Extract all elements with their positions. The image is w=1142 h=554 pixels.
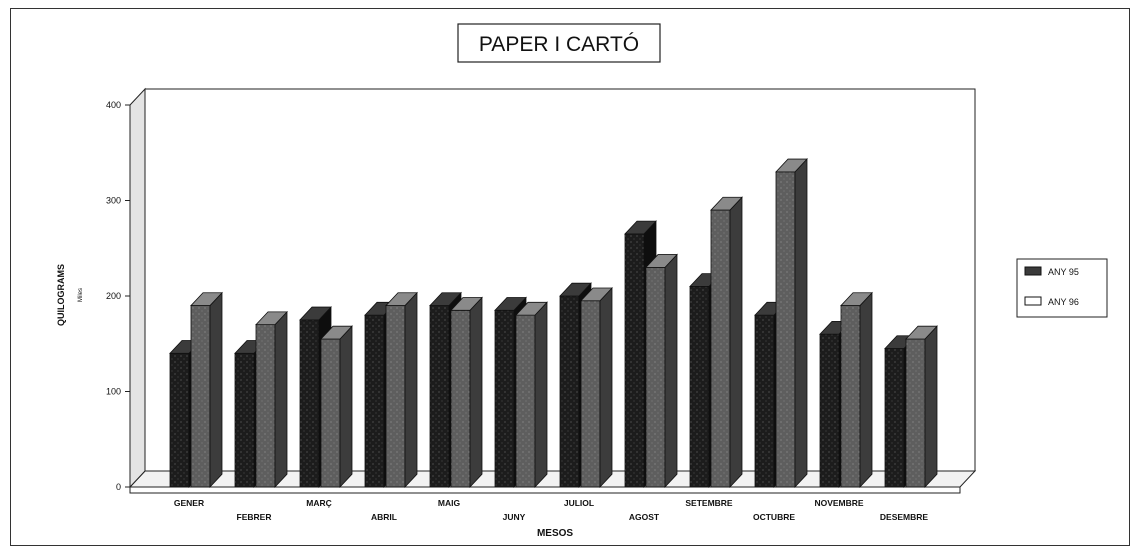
legend-label-any95: ANY 95	[1048, 267, 1079, 277]
bar-texture	[776, 171, 795, 487]
bar-texture	[560, 296, 579, 487]
legend-swatch-any95	[1024, 266, 1042, 276]
y-axis: 0 100 200 300 400	[106, 100, 131, 492]
bar-texture	[451, 310, 470, 487]
bar-texture	[646, 267, 665, 487]
bar-top	[624, 220, 657, 235]
bar-side	[274, 310, 288, 489]
bar-texture	[885, 348, 904, 487]
x-tick-label: ABRIL	[371, 512, 397, 522]
chart-frame	[10, 8, 1130, 546]
bar-side	[339, 325, 353, 489]
bar-side	[534, 301, 548, 489]
y-tick-label: 0	[116, 482, 121, 492]
bar-texture	[191, 305, 210, 487]
bar-top	[255, 311, 288, 326]
legend-swatch-any96	[1024, 296, 1042, 306]
legend-label-any96: ANY 96	[1048, 297, 1079, 307]
y-tick-label: 100	[106, 387, 121, 397]
bar-side	[469, 296, 483, 489]
bar-texture	[690, 286, 709, 487]
bar-texture	[841, 305, 860, 487]
bar-top	[320, 325, 353, 340]
bar-side	[794, 158, 808, 489]
x-axis-title: MESOS	[537, 528, 573, 539]
bar-any96-desembre	[905, 325, 938, 489]
bar-texture	[820, 334, 839, 487]
x-tick-label: JULIOL	[564, 498, 594, 508]
y-tick-label: 200	[106, 291, 121, 301]
bar-top	[450, 297, 483, 311]
bar-top	[559, 282, 592, 297]
bar-any96-setembre	[710, 196, 743, 489]
bar-texture	[711, 210, 730, 488]
bar-texture	[516, 315, 535, 487]
y-axis-title: QUILOGRAMS	[56, 264, 66, 326]
y-axis-subtitle: Miles	[78, 288, 84, 302]
y-tick-label: 400	[106, 100, 121, 110]
bar-any96-agost	[645, 253, 678, 489]
bar-top	[580, 287, 613, 302]
legend: ANY 95 ANY 96	[1016, 258, 1108, 318]
bar-texture	[495, 310, 514, 487]
x-axis-labels: GENER FEBRER MARÇ ABRIL MAIG JUNY JULIOL AGOST S…	[174, 498, 929, 522]
bar-top	[494, 297, 527, 311]
bar-any96-abril	[385, 291, 418, 489]
bar-any96-juliol	[580, 286, 613, 489]
x-tick-label: MAIG	[438, 498, 461, 508]
bar-top	[190, 292, 223, 306]
y-tick-label: 300	[106, 196, 121, 206]
bar-texture	[386, 305, 405, 487]
bar-top	[515, 301, 548, 316]
plot-floor-edge	[129, 486, 961, 494]
bar-any96-octubre	[775, 158, 808, 489]
bar-any96-maig	[450, 296, 483, 489]
bar-any96-febrer	[255, 310, 288, 489]
bar-texture	[256, 324, 275, 487]
bar-top	[840, 292, 873, 306]
bar-side	[404, 291, 418, 489]
bar-side	[859, 291, 873, 489]
bar-texture	[755, 315, 774, 487]
bar-side	[664, 253, 678, 489]
chart-title: PAPER I CARTÓ	[479, 33, 639, 56]
bar-texture	[430, 305, 449, 487]
bar-side	[729, 196, 743, 489]
x-tick-label: DESEMBRE	[880, 512, 929, 522]
bar-top	[385, 292, 418, 306]
x-tick-label: JUNY	[503, 512, 526, 522]
x-tick-label: GENER	[174, 498, 204, 508]
bar-side	[924, 325, 938, 489]
bar-any96-gener	[190, 291, 223, 489]
bar-texture	[170, 353, 189, 487]
bar-any96-març	[320, 325, 353, 489]
bar-texture	[906, 338, 925, 487]
bar-top	[710, 196, 743, 211]
bar-top	[429, 292, 462, 306]
bar-texture	[235, 353, 254, 487]
bar-any96-novembre	[840, 291, 873, 489]
x-tick-label: FEBRER	[237, 512, 272, 522]
bar-any96-juny	[515, 301, 548, 489]
bar-top	[299, 306, 332, 321]
x-tick-label: NOVEMBRE	[814, 498, 863, 508]
bar-texture	[300, 319, 319, 487]
bar-side	[599, 286, 613, 489]
bar-top	[905, 325, 938, 340]
x-tick-label: AGOST	[629, 512, 660, 522]
bar-texture	[321, 338, 340, 487]
x-tick-label: MARÇ	[306, 498, 332, 508]
bar-texture	[625, 233, 644, 487]
bar-side	[209, 291, 223, 489]
bar-top	[645, 254, 678, 268]
bar-top	[775, 158, 808, 173]
plot-left-wall	[129, 87, 146, 489]
chart-title-box	[457, 23, 661, 63]
bar-texture	[365, 315, 384, 487]
x-tick-label: OCTUBRE	[753, 512, 795, 522]
bar-texture	[581, 300, 600, 487]
x-tick-label: SETEMBRE	[685, 498, 733, 508]
bars-group	[169, 158, 938, 489]
